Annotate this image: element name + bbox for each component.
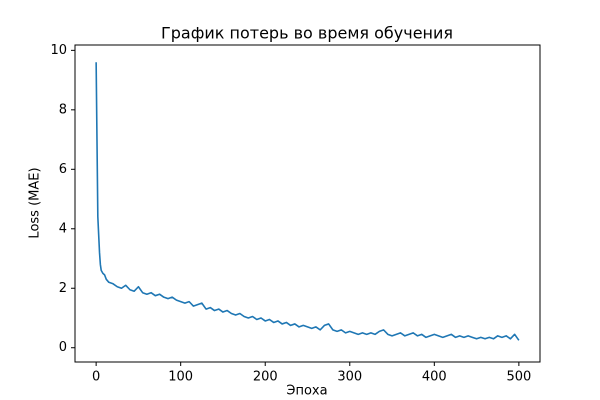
x-tick-label: 300 xyxy=(337,370,362,385)
y-tick-label: 2 xyxy=(59,281,67,296)
x-tick-label: 500 xyxy=(506,370,531,385)
y-tick-label: 0 xyxy=(59,340,67,355)
x-tick-label: 0 xyxy=(92,370,100,385)
y-tick-label: 6 xyxy=(59,162,67,177)
x-axis-label: Эпоха xyxy=(286,384,327,399)
y-axis-label: Loss (MAE) xyxy=(28,167,43,238)
y-tick-label: 4 xyxy=(59,221,67,236)
loss-line xyxy=(95,62,520,341)
y-tick-label: 8 xyxy=(59,102,67,117)
x-tick-label: 100 xyxy=(168,370,193,385)
y-tick-label: 10 xyxy=(50,43,67,58)
chart-title: График потерь во время обучения xyxy=(161,24,453,43)
x-tick-label: 400 xyxy=(422,370,447,385)
x-tick-label: 200 xyxy=(253,370,278,385)
axes-frame xyxy=(74,44,541,363)
